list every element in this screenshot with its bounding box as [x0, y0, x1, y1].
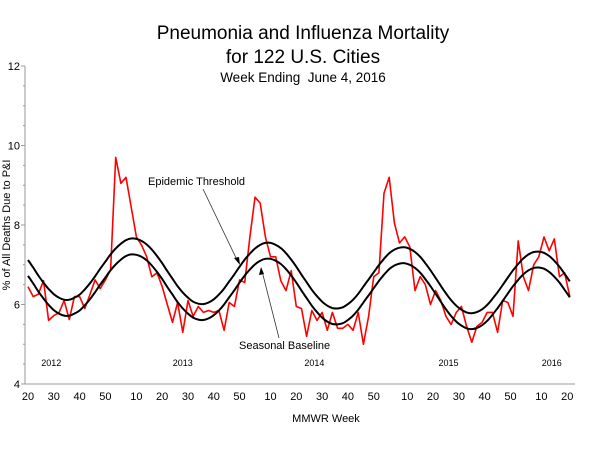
x-tick-label: 10: [535, 391, 547, 403]
chart-title: Pneumonia and Influenza Mortality: [157, 23, 450, 44]
year-label-2014: 2014: [304, 358, 324, 368]
x-tick-label: 30: [48, 391, 60, 403]
y-tick-label: 12: [8, 61, 20, 73]
threshold-arrow: [202, 188, 239, 263]
threshold-annotation: Epidemic Threshold: [148, 176, 245, 265]
x-tick-label: 40: [479, 391, 491, 403]
x-tick-label: 50: [233, 391, 245, 403]
y-tick-label: 8: [14, 220, 20, 232]
x-tick-label: 10: [130, 391, 142, 403]
x-tick-label: 20: [156, 391, 168, 403]
chart-title-line2: for 122 U.S. Cities: [226, 47, 380, 68]
y-axis-label: % of All Deaths Due to P&I: [1, 160, 13, 291]
y-tick-label: 10: [8, 141, 20, 153]
x-tick-label: 50: [368, 391, 380, 403]
x-tick-label: 10: [401, 391, 413, 403]
baseline-annotation: Seasonal Baseline: [239, 267, 330, 352]
x-tick-label: 50: [99, 391, 111, 403]
x-tick-label: 40: [342, 391, 354, 403]
x-tick-label: 20: [561, 391, 573, 403]
x-tick-label: 50: [504, 391, 516, 403]
x-tick-label: 20: [290, 391, 302, 403]
x-tick-label: 20: [22, 391, 34, 403]
threshold-arrowhead-icon: [234, 257, 240, 265]
threshold-label: Epidemic Threshold: [148, 176, 245, 188]
axes: [24, 66, 575, 385]
year-label-2012: 2012: [41, 358, 61, 368]
x-tick-label: 30: [453, 391, 465, 403]
baseline-arrow: [261, 270, 280, 339]
y-tick-label: 6: [14, 300, 20, 312]
baseline-label: Seasonal Baseline: [239, 340, 330, 352]
observed-line: [27, 156, 571, 346]
year-label-2016: 2016: [542, 358, 562, 368]
threshold-line: [27, 237, 571, 315]
x-tick-label: 40: [208, 391, 220, 403]
year-label-2013: 2013: [173, 358, 193, 368]
x-tick-label: 10: [264, 391, 276, 403]
baseline-line: [27, 253, 571, 331]
x-tick-label: 20: [427, 391, 439, 403]
x-axis-label: MMWR Week: [292, 413, 360, 425]
x-tick-label: 40: [73, 391, 85, 403]
chart-subtitle: Week Ending June 4, 2016: [220, 70, 386, 85]
x-tick-label: 30: [316, 391, 328, 403]
baseline-arrowhead-icon: [259, 267, 264, 275]
y-tick-label: 4: [14, 379, 20, 391]
x-tick-label: 30: [182, 391, 194, 403]
year-label-2015: 2015: [439, 358, 459, 368]
